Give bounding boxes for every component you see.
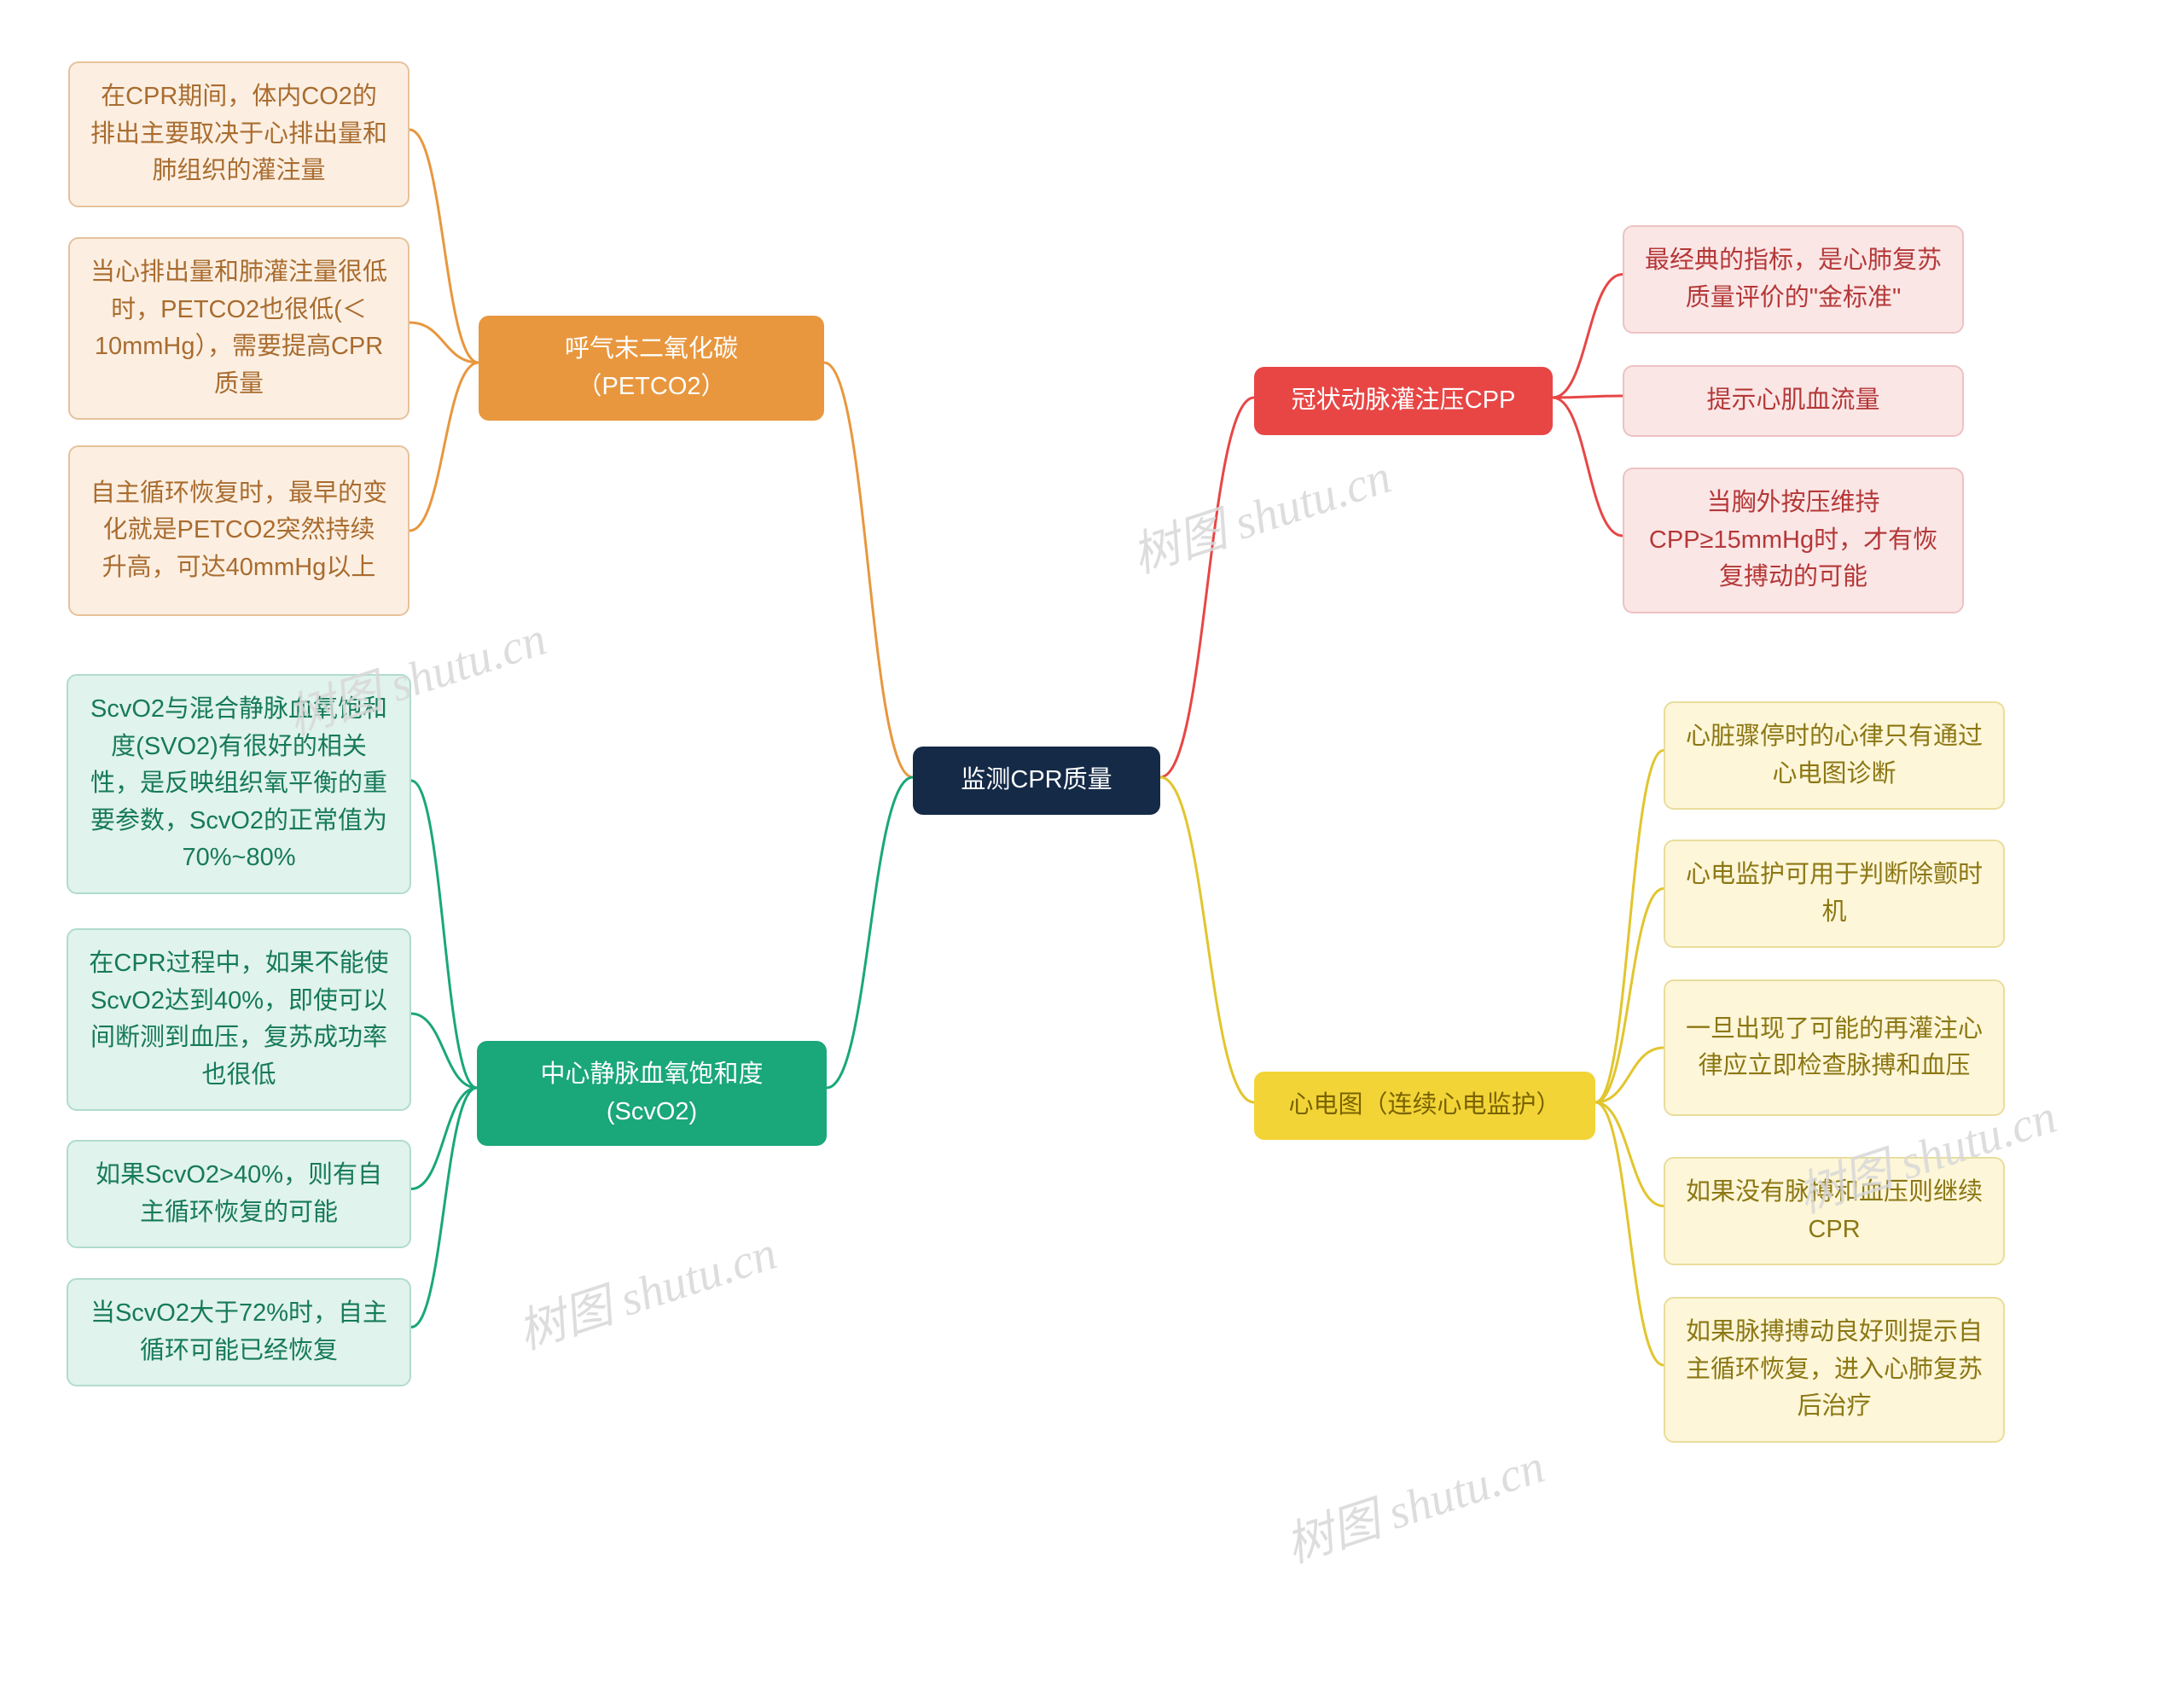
leaf-ecg-3[interactable]: 如果没有脉搏和血压则继续CPR — [1664, 1157, 2005, 1265]
leaf-ecg-0[interactable]: 心脏骤停时的心律只有通过心电图诊断 — [1664, 701, 2005, 810]
leaf-cpp-1[interactable]: 提示心肌血流量 — [1623, 365, 1964, 437]
leaf-petco2-0[interactable]: 在CPR期间，体内CO2的排出主要取决于心排出量和肺组织的灌注量 — [68, 61, 410, 207]
leaf-ecg-4[interactable]: 如果脉搏搏动良好则提示自主循环恢复，进入心肺复苏后治疗 — [1664, 1297, 2005, 1443]
branch-cpp[interactable]: 冠状动脉灌注压CPP — [1254, 367, 1553, 435]
leaf-scvo2-0[interactable]: ScvO2与混合静脉血氧饱和度(SVO2)有很好的相关性，是反映组织氧平衡的重要… — [67, 674, 411, 894]
leaf-petco2-2[interactable]: 自主循环恢复时，最早的变化就是PETCO2突然持续升高，可达40mmHg以上 — [68, 445, 410, 616]
leaf-cpp-0[interactable]: 最经典的指标，是心肺复苏质量评价的"金标准" — [1623, 225, 1964, 334]
leaf-scvo2-1[interactable]: 在CPR过程中，如果不能使ScvO2达到40%，即使可以间断测到血压，复苏成功率… — [67, 928, 411, 1111]
leaf-ecg-2[interactable]: 一旦出现了可能的再灌注心律应立即检查脉搏和血压 — [1664, 979, 2005, 1116]
branch-ecg[interactable]: 心电图（连续心电监护） — [1254, 1072, 1595, 1140]
leaf-cpp-2[interactable]: 当胸外按压维持CPP≥15mmHg时，才有恢复搏动的可能 — [1623, 468, 1964, 613]
branch-petco2[interactable]: 呼气末二氧化碳（PETCO2） — [479, 316, 824, 421]
root-node[interactable]: 监测CPR质量 — [913, 747, 1160, 815]
branch-scvo2[interactable]: 中心静脉血氧饱和度(ScvO2) — [477, 1041, 827, 1146]
leaf-scvo2-3[interactable]: 当ScvO2大于72%时，自主循环可能已经恢复 — [67, 1278, 411, 1386]
watermark-2: 树图 shutu.cn — [1122, 438, 1398, 586]
leaf-petco2-1[interactable]: 当心排出量和肺灌注量很低时，PETCO2也很低(＜10mmHg），需要提高CPR… — [68, 237, 410, 420]
watermark-3: 树图 shutu.cn — [1275, 1427, 1552, 1576]
leaf-scvo2-2[interactable]: 如果ScvO2>40%，则有自主循环恢复的可能 — [67, 1140, 411, 1248]
leaf-ecg-1[interactable]: 心电监护可用于判断除颤时机 — [1664, 840, 2005, 948]
watermark-1: 树图 shutu.cn — [508, 1214, 784, 1363]
